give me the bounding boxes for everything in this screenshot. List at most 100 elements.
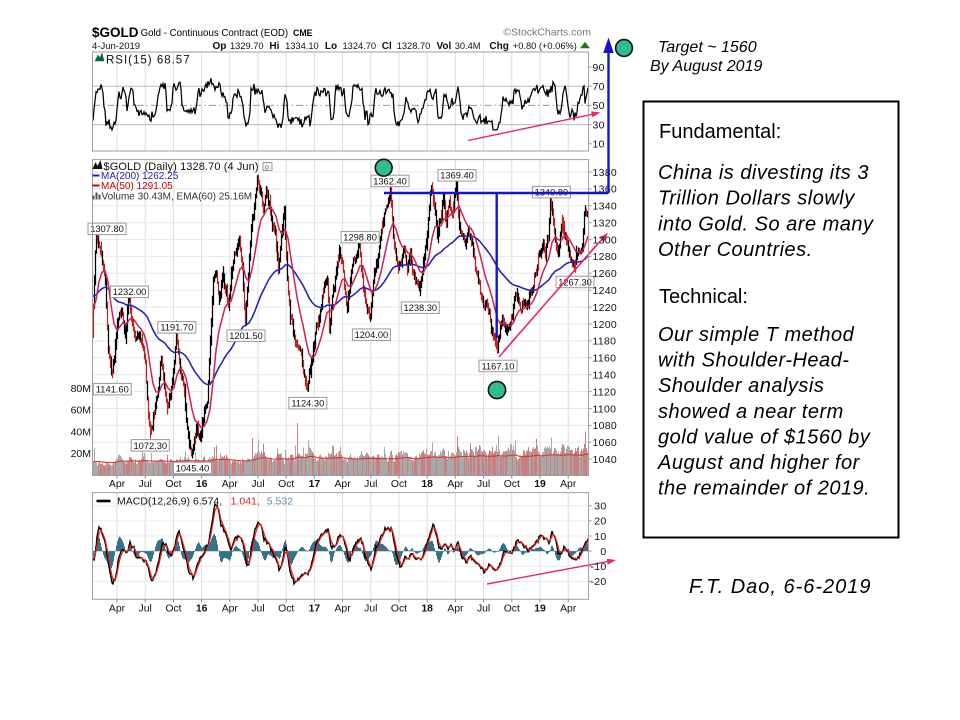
svg-text:17: 17	[309, 479, 321, 490]
svg-text:Apr: Apr	[109, 479, 126, 490]
svg-text:Trillion Dollars slowly: Trillion Dollars slowly	[658, 188, 855, 210]
svg-text:1.041,: 1.041,	[231, 496, 260, 508]
svg-text:1060: 1060	[593, 437, 618, 449]
svg-text:Op: Op	[213, 41, 227, 52]
svg-text:1232.00: 1232.00	[113, 287, 147, 297]
svg-text:20M: 20M	[71, 448, 91, 460]
svg-text:into Gold. So are many: into Gold. So are many	[658, 213, 874, 235]
svg-text:Jul: Jul	[251, 604, 264, 615]
svg-text:Apr: Apr	[560, 604, 577, 615]
svg-text:Technical:: Technical:	[659, 286, 748, 308]
svg-text:o: o	[265, 165, 269, 172]
svg-text:30: 30	[594, 501, 606, 513]
svg-text:1220: 1220	[593, 302, 618, 314]
svg-text:1141.60: 1141.60	[96, 385, 129, 395]
svg-text:By August 2019: By August 2019	[650, 58, 762, 75]
svg-text:Gold - Continuous Contract (EO: Gold - Continuous Contract (EOD)	[141, 28, 289, 39]
svg-text:1307.80: 1307.80	[90, 224, 124, 234]
svg-text:1320: 1320	[593, 218, 618, 230]
svg-text:5.532: 5.532	[267, 496, 293, 508]
svg-text:gold value of $1560 by: gold value of $1560 by	[658, 426, 871, 448]
svg-text:16: 16	[196, 479, 208, 490]
svg-text:1180: 1180	[593, 336, 617, 348]
svg-text:Jul: Jul	[477, 479, 490, 490]
svg-text:Apr: Apr	[447, 479, 464, 490]
svg-text:60M: 60M	[71, 405, 91, 417]
svg-text:Oct: Oct	[504, 604, 520, 615]
svg-text:Other Countries.: Other Countries.	[658, 239, 813, 261]
svg-text:Oct: Oct	[278, 604, 294, 615]
svg-text:6.574,: 6.574,	[193, 496, 222, 508]
svg-text:Jul: Jul	[477, 604, 490, 615]
svg-text:Chg: Chg	[489, 41, 508, 52]
svg-text:Jul: Jul	[364, 479, 377, 490]
svg-text:1334.10: 1334.10	[285, 41, 319, 51]
svg-text:Apr: Apr	[447, 604, 464, 615]
svg-text:18: 18	[421, 604, 433, 615]
svg-text:1369.40: 1369.40	[440, 171, 474, 181]
svg-text:the remainder of 2019.: the remainder of 2019.	[658, 478, 870, 500]
svg-text:1298.80: 1298.80	[343, 233, 377, 243]
svg-text:1201.50: 1201.50	[229, 331, 263, 341]
svg-text:90: 90	[593, 62, 605, 74]
svg-text:1160: 1160	[593, 353, 617, 365]
svg-text:$GOLD: $GOLD	[92, 25, 139, 40]
svg-text:1240: 1240	[593, 285, 618, 297]
svg-text:17: 17	[309, 604, 321, 615]
svg-text:1204.00: 1204.00	[355, 330, 389, 340]
svg-text:1140: 1140	[593, 370, 617, 382]
svg-text:1280: 1280	[593, 251, 618, 263]
svg-text:Our simple T method: Our simple T method	[658, 324, 855, 346]
svg-text:1340: 1340	[593, 201, 618, 213]
svg-text:Oct: Oct	[165, 479, 181, 490]
svg-text:1328.70: 1328.70	[397, 41, 431, 51]
svg-text:1045.40: 1045.40	[176, 463, 210, 473]
svg-text:1267.30: 1267.30	[558, 277, 592, 287]
svg-text:19: 19	[534, 604, 546, 615]
svg-text:Oct: Oct	[391, 604, 407, 615]
svg-text:Jul: Jul	[139, 479, 152, 490]
svg-text:Apr: Apr	[335, 479, 352, 490]
svg-text:1100: 1100	[593, 403, 617, 415]
svg-text:1124.30: 1124.30	[291, 399, 324, 409]
svg-text:1260: 1260	[593, 268, 618, 280]
svg-text:©StockCharts.com: ©StockCharts.com	[503, 27, 591, 39]
svg-text:80M: 80M	[71, 383, 91, 395]
svg-text:Vol: Vol	[437, 41, 452, 52]
svg-text:1380: 1380	[593, 167, 618, 179]
svg-text:with Shoulder-Head-: with Shoulder-Head-	[658, 350, 849, 372]
svg-text:0: 0	[600, 546, 606, 558]
svg-text:Volume 30.43M, EMA(60) 25.16M: Volume 30.43M, EMA(60) 25.16M	[102, 192, 253, 203]
svg-text:Fundamental:: Fundamental:	[659, 121, 781, 143]
svg-text:-20: -20	[590, 576, 606, 588]
svg-text:Shoulder analysis: Shoulder analysis	[658, 375, 824, 397]
svg-text:50: 50	[593, 100, 605, 112]
svg-text:1329.70: 1329.70	[230, 41, 264, 51]
svg-text:18: 18	[421, 479, 433, 490]
svg-text:1120: 1120	[593, 386, 617, 398]
svg-text:30: 30	[593, 119, 605, 131]
svg-text:1200: 1200	[593, 319, 618, 331]
svg-text:1191.70: 1191.70	[160, 323, 193, 333]
svg-text:Oct: Oct	[278, 479, 294, 490]
svg-text:1362.40: 1362.40	[373, 176, 407, 186]
svg-text:20: 20	[594, 516, 606, 528]
svg-text:MA(50) 1291.05: MA(50) 1291.05	[101, 181, 173, 192]
svg-text:Lo: Lo	[325, 41, 337, 52]
svg-text:Target ~ 1560: Target ~ 1560	[658, 39, 757, 56]
svg-text:1324.70: 1324.70	[343, 41, 377, 51]
svg-text:70: 70	[593, 81, 605, 93]
svg-text:16: 16	[196, 604, 208, 615]
svg-text:Jul: Jul	[364, 604, 377, 615]
svg-text:-10: -10	[590, 561, 606, 573]
svg-text:Apr: Apr	[222, 604, 239, 615]
svg-text:1167.10: 1167.10	[482, 361, 515, 371]
svg-text:Oct: Oct	[165, 604, 181, 615]
svg-text:Apr: Apr	[560, 479, 577, 490]
svg-text:CME: CME	[293, 28, 313, 38]
svg-text:RSI(15) 68.57: RSI(15) 68.57	[106, 55, 191, 67]
svg-text:10: 10	[593, 139, 605, 151]
svg-text:1072.30: 1072.30	[133, 441, 167, 451]
svg-text:showed a near term: showed a near term	[658, 401, 844, 423]
svg-text:$GOLD (Daily) 1328.70 (4 Jun): $GOLD (Daily) 1328.70 (4 Jun)	[104, 161, 259, 173]
